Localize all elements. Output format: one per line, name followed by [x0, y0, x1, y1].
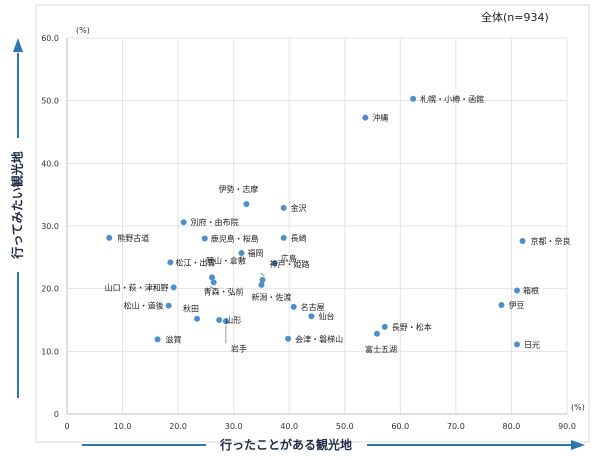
data-point	[106, 234, 113, 241]
x-tick-label: 60.0	[391, 422, 409, 431]
data-point	[498, 301, 505, 308]
point-label: 沖縄	[372, 113, 388, 123]
point-label: 福岡	[247, 249, 263, 258]
data-point	[209, 274, 215, 281]
point-label: 会津・磐梯山	[295, 334, 343, 344]
x-tick-label: 10.0	[114, 422, 132, 431]
x-tick-label: 70.0	[447, 422, 465, 431]
data-point	[165, 302, 172, 309]
point-label: 松江・出雲	[175, 257, 215, 267]
gridlines	[67, 37, 568, 414]
x-unit-label: (%)	[571, 403, 585, 412]
point-label: 別府・由布院	[191, 217, 239, 227]
point-label: 神戸・姫路	[270, 259, 310, 269]
x-axis-title: 行ったことがある観光地	[219, 437, 352, 452]
x-tick-label: 0	[64, 422, 69, 431]
y-tick-label: 10.0	[41, 347, 59, 356]
point-label: 伊勢・志摩	[218, 184, 258, 194]
y-tick-label: 60.0	[41, 34, 59, 43]
point-label: 岩手	[231, 343, 247, 353]
leader-lines	[209, 272, 265, 344]
x-arrow-head	[571, 440, 585, 450]
y-tick-label: 40.0	[41, 159, 59, 168]
point-label: 長野・松本	[392, 322, 432, 332]
data-point	[410, 95, 417, 102]
data-point	[280, 234, 287, 241]
data-point	[259, 276, 266, 283]
data-point	[308, 313, 315, 320]
axes: 0 10.0 20.0 30.0 40.0 50.0 60.0 70.0 80.0 90.0 0 10…	[41, 34, 576, 431]
data-point	[180, 219, 187, 226]
x-tick-label: 30.0	[225, 422, 243, 431]
point-label: 鹿児島・桜島	[211, 234, 259, 244]
data-points	[106, 95, 526, 348]
y-tick-label: 20.0	[41, 285, 59, 294]
point-label: 新潟・佐渡	[251, 292, 291, 302]
leader-line	[260, 272, 265, 277]
data-point	[381, 323, 388, 330]
point-label: 熊野古道	[117, 233, 149, 243]
data-point	[210, 279, 217, 286]
data-point	[519, 238, 526, 245]
x-tick-label: 40.0	[280, 422, 298, 431]
point-label: 岡山・倉敷	[206, 255, 246, 265]
data-point	[167, 259, 174, 266]
sample-size-note: 全体(n=934)	[481, 10, 549, 24]
leader-line	[209, 286, 214, 289]
point-label: 金沢	[291, 203, 307, 213]
data-point	[374, 330, 380, 337]
data-point	[170, 284, 177, 291]
point-label: 松山・道後	[124, 301, 164, 311]
data-point	[194, 315, 200, 322]
point-label: 長崎	[291, 233, 307, 243]
point-label: 山口・萩・津和野	[105, 282, 169, 292]
data-point	[154, 336, 161, 343]
x-tick-label: 80.0	[503, 422, 521, 431]
y-unit-label: (%)	[76, 26, 90, 35]
chart-frame	[35, 4, 590, 443]
data-point	[362, 114, 369, 121]
point-label: 富士五湖	[365, 344, 397, 354]
point-label: 広島	[281, 253, 297, 263]
point-label: 札幌・小樽・函館	[420, 94, 484, 104]
x-tick-label: 50.0	[336, 422, 354, 431]
y-arrow-head	[13, 38, 23, 52]
y-tick-label: 50.0	[41, 97, 59, 106]
data-point	[238, 249, 245, 256]
point-label: 仙台	[318, 311, 334, 321]
data-point	[258, 281, 265, 288]
data-point	[216, 317, 223, 323]
point-label: 滋賀	[166, 334, 182, 344]
point-label: 伊豆	[508, 300, 524, 310]
data-point	[514, 287, 520, 294]
point-label: 箱根	[523, 286, 539, 296]
data-point	[243, 201, 250, 208]
data-point	[514, 341, 520, 348]
y-axis-title: 行ってみたい観光地	[10, 151, 25, 259]
point-label: 青森・弘前	[204, 286, 244, 296]
point-label: 名古屋	[301, 302, 325, 312]
data-point	[280, 204, 287, 211]
y-tick-label: 0	[54, 410, 59, 419]
data-point	[222, 318, 229, 325]
x-tick-label: 20.0	[169, 422, 187, 431]
data-point	[201, 235, 208, 242]
data-point	[285, 335, 292, 342]
point-label: 秋田	[183, 304, 199, 314]
data-point	[290, 303, 297, 310]
data-point	[271, 259, 278, 266]
point-label: 山形	[225, 315, 241, 325]
point-label: 日光	[524, 339, 540, 349]
point-label: 京都・奈良	[531, 236, 571, 246]
x-tick-label: 90.0	[558, 422, 576, 431]
y-tick-label: 30.0	[41, 222, 59, 231]
